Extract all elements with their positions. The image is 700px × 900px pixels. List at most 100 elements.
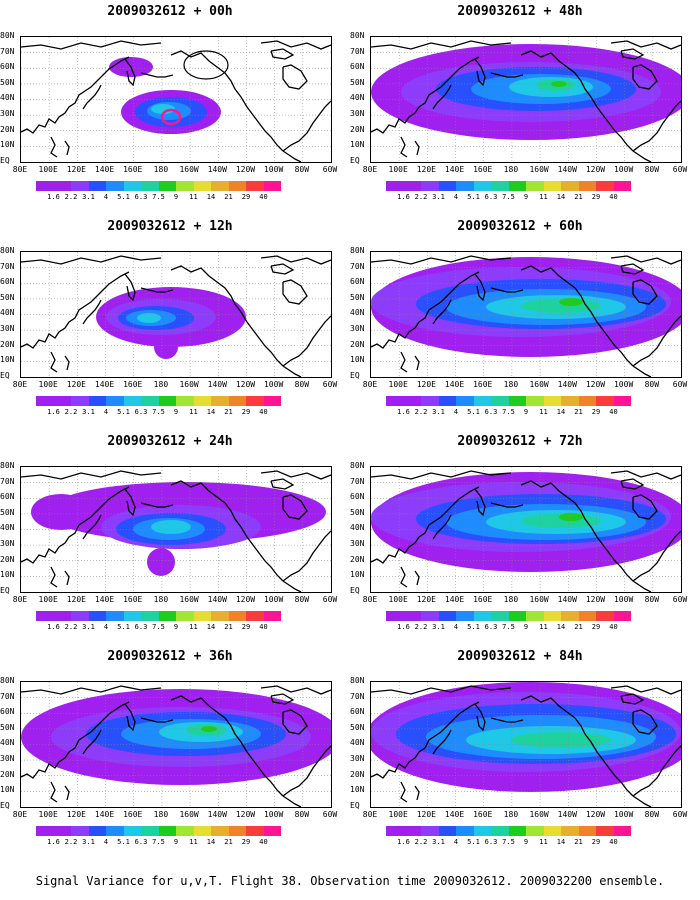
colorbar [36, 611, 281, 621]
flight-track [160, 108, 182, 126]
longitude-label: 80W [294, 595, 310, 604]
longitude-label: 100E [38, 595, 58, 604]
colorbar-swatch [613, 826, 631, 836]
colorbar-swatch [561, 396, 579, 406]
latitude-label: 60N [350, 62, 365, 72]
longitude-label: 140E [94, 165, 115, 174]
latitude-label: 80N [0, 31, 15, 40]
latitude-label: 70N [350, 691, 365, 701]
colorbar-swatch [421, 611, 439, 621]
longitude-label: 160E [473, 165, 493, 174]
colorbar-swatch [596, 611, 614, 621]
colorbar-tick-label: 1.6 [47, 838, 60, 846]
colorbar-tick-label: 5.1 [467, 193, 480, 201]
colorbar-tick-label: 6.3 [484, 838, 498, 846]
latitude-label: 50N [0, 292, 15, 302]
map-panel: 2009032612 + 00h 80N 70N 60N 50N 40N 30N 20N 10N… [0, 0, 340, 210]
latitude-label: 30N [350, 539, 365, 548]
longitude-label: 140E [94, 810, 115, 819]
longitude-label: 80W [644, 380, 660, 389]
colorbar-tick-label: 14 [556, 838, 566, 846]
coastline [632, 365, 652, 377]
colorbar-tick-label: 6.3 [134, 408, 148, 416]
coastline [490, 287, 524, 293]
colorbar-tick-label: 40 [259, 838, 268, 846]
colorbar-swatch [123, 396, 141, 406]
panel-title: 2009032612 + 12h [107, 219, 233, 234]
colorbar-ticks: 1.6 2.2 3.1 4 5.1 6.3 7.5 9 11 14 21 29 40 [36, 623, 316, 633]
coastline [183, 50, 229, 80]
colorbar-swatch [158, 181, 176, 191]
longitude-label: 120W [235, 380, 256, 389]
colorbar-tick-label: 2.2 [64, 193, 78, 201]
coastline [632, 315, 681, 367]
longitude-label: 140W [207, 595, 227, 604]
longitude-label: 140W [557, 810, 577, 819]
latitude-label: 80N [350, 246, 365, 255]
colorbar-swatch [578, 396, 596, 406]
colorbar-swatch [193, 396, 211, 406]
coastline [282, 580, 302, 592]
colorbar-tick-label: 9 [523, 408, 529, 416]
colorbar-swatch [263, 396, 281, 406]
coastline [170, 265, 284, 367]
colorbar-tick-label: 21 [224, 193, 233, 201]
colorbar-swatch [246, 826, 264, 836]
colorbar-tick-label: 11 [539, 838, 548, 846]
colorbar-swatch [421, 826, 439, 836]
longitude-label: 100E [38, 380, 58, 389]
coastline [260, 685, 331, 695]
coastline [632, 745, 681, 797]
colorbar-tick-label: 14 [206, 838, 216, 846]
colorbar-swatch [246, 396, 264, 406]
colorbar-tick-label: 2.2 [64, 838, 78, 846]
colorbar-swatch [403, 396, 421, 406]
colorbar-swatch [578, 826, 596, 836]
colorbar [386, 826, 631, 836]
colorbar-swatch [71, 611, 89, 621]
colorbar-swatch [456, 181, 474, 191]
coastline [620, 48, 645, 60]
colorbar-tick-label: 6.3 [134, 193, 148, 201]
colorbar-swatch [246, 611, 264, 621]
colorbar-tick-label: 40 [609, 193, 618, 201]
variance-map [370, 681, 682, 808]
colorbar-swatch [36, 181, 54, 191]
coastline [270, 48, 295, 60]
latitude-label: 20N [350, 769, 365, 779]
longitude-label: 140E [444, 380, 465, 389]
colorbar-swatch [526, 826, 544, 836]
colorbar [386, 181, 631, 191]
colorbar-tick-label: 4 [103, 623, 109, 631]
colorbar [386, 611, 631, 621]
variance-contour [559, 298, 583, 306]
longitude-label: 100E [38, 165, 58, 174]
colorbar-swatch [386, 396, 404, 406]
longitude-label: 120E [416, 810, 436, 819]
colorbar-tick-label: 40 [259, 408, 268, 416]
coastline [632, 795, 652, 807]
colorbar-tick-label: 11 [189, 193, 198, 201]
longitude-label: 80E [12, 595, 28, 604]
latitude-label: 30N [0, 754, 15, 763]
colorbar-swatch [473, 611, 491, 621]
coastline [82, 514, 102, 540]
latitude-label: 20N [350, 554, 365, 564]
latitude-label: 80N [0, 246, 15, 255]
coastline [400, 781, 408, 803]
coastline [520, 695, 634, 797]
coastline [21, 685, 162, 695]
coastline [414, 570, 420, 586]
longitude-label: 180 [503, 165, 519, 174]
latitude-label: 20N [0, 554, 15, 564]
coastline [82, 84, 102, 110]
latitude-label: 60N [0, 277, 15, 287]
colorbar-tick-label: 3.1 [82, 408, 95, 416]
longitude-label: 140W [207, 810, 227, 819]
colorbar-tick-label: 29 [241, 838, 251, 846]
coastline [520, 480, 634, 582]
colorbar-tick-label: 11 [189, 838, 198, 846]
longitude-label: 140E [444, 595, 465, 604]
latitude-label: 70N [0, 46, 15, 56]
colorbar-tick-label: 1.6 [397, 838, 410, 846]
